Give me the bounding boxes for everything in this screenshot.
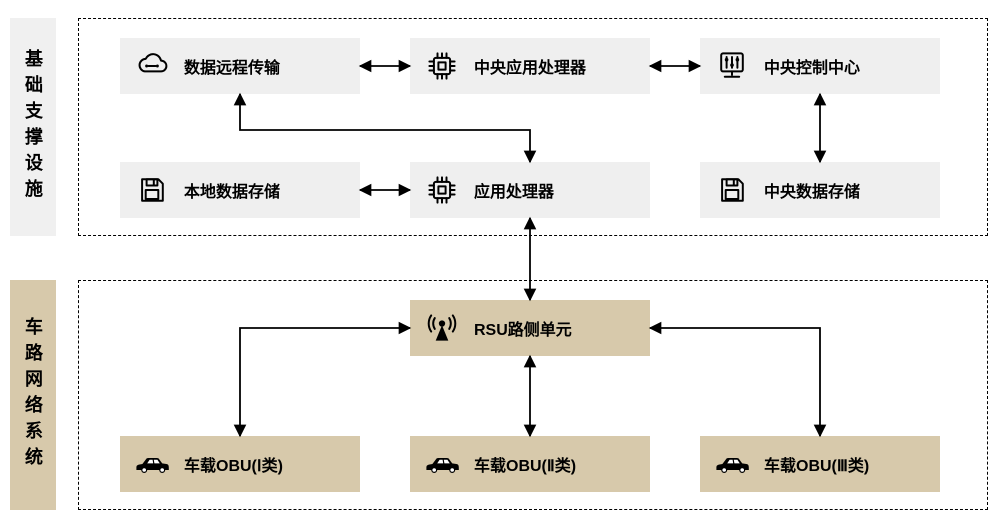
node-local: 本地数据存储 bbox=[120, 162, 360, 218]
node-label: 车载OBU(Ⅱ类) bbox=[474, 452, 576, 476]
floppy-icon bbox=[134, 172, 170, 208]
node-label: 数据远程传输 bbox=[184, 54, 280, 78]
diagram-stage: 基础支撑设施车路网络系统 数据远程传输 中央应用处理器 中央控制中心本地数据存储 应用处… bbox=[0, 0, 1000, 521]
antenna-icon bbox=[424, 310, 460, 346]
car-icon bbox=[424, 446, 460, 482]
node-label: 中央控制中心 bbox=[764, 54, 860, 78]
node-label: 车载OBU(Ⅲ类) bbox=[764, 452, 869, 476]
node-label: 中央应用处理器 bbox=[474, 54, 586, 78]
section-label-text: 车路网络系统 bbox=[20, 317, 46, 473]
node-obu1: 车载OBU(Ⅰ类) bbox=[120, 436, 360, 492]
car-icon bbox=[714, 446, 750, 482]
cpu-icon bbox=[424, 172, 460, 208]
cpu-icon bbox=[424, 48, 460, 84]
node-obu2: 车载OBU(Ⅱ类) bbox=[410, 436, 650, 492]
section-label-lower: 车路网络系统 bbox=[10, 280, 56, 510]
node-central: 中央应用处理器 bbox=[410, 38, 650, 94]
node-label: 车载OBU(Ⅰ类) bbox=[184, 452, 283, 476]
node-label: 应用处理器 bbox=[474, 178, 554, 202]
node-control: 中央控制中心 bbox=[700, 38, 940, 94]
node-label: 中央数据存储 bbox=[764, 178, 860, 202]
sliders-icon bbox=[714, 48, 750, 84]
car-icon bbox=[134, 446, 170, 482]
node-cstore: 中央数据存储 bbox=[700, 162, 940, 218]
node-label: 本地数据存储 bbox=[184, 178, 280, 202]
node-obu3: 车载OBU(Ⅲ类) bbox=[700, 436, 940, 492]
cloud-icon bbox=[134, 48, 170, 84]
floppy-icon bbox=[714, 172, 750, 208]
section-label-upper: 基础支撑设施 bbox=[10, 18, 56, 236]
node-label: RSU路侧单元 bbox=[474, 316, 572, 340]
node-appproc: 应用处理器 bbox=[410, 162, 650, 218]
node-rsu: RSU路侧单元 bbox=[410, 300, 650, 356]
section-label-text: 基础支撑设施 bbox=[20, 49, 46, 205]
node-remote: 数据远程传输 bbox=[120, 38, 360, 94]
